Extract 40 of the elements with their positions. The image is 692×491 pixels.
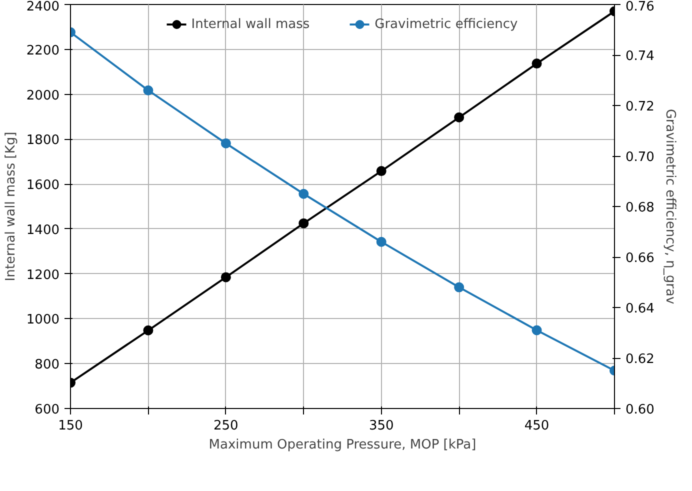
y2-tick-label: 0.66 [626, 251, 654, 266]
point [454, 282, 464, 292]
point [298, 188, 309, 199]
y2-tick-label: 0.68 [626, 200, 654, 216]
y2-tick-label: 0.64 [626, 302, 654, 316]
y-tick-label: 1000 [26, 312, 60, 328]
y-tick-label: 600 [34, 402, 60, 418]
y-tick-label: 1600 [26, 178, 60, 194]
y2-tick-label: 0.60 [626, 402, 654, 418]
y-tick-label: 1800 [26, 133, 60, 148]
legend-label: Gravimetric efficiency [374, 16, 518, 32]
point [376, 236, 386, 247]
x-tick-label: 450 [524, 418, 550, 434]
y2-axis-title: Gravimetric efficiency, η_grav [662, 108, 678, 304]
point [376, 166, 386, 176]
x-tick-label: 250 [214, 418, 238, 434]
y2-tick-label: 0.62 [626, 352, 654, 367]
y-tick-label: 1400 [26, 222, 60, 238]
y2-tick-label: 0.76 [626, 0, 654, 14]
point [532, 325, 542, 336]
y2-tick-label: 0.74 [626, 49, 654, 64]
y2-tick-label: 0.70 [626, 150, 654, 165]
legend-label: Internal wall mass [191, 16, 310, 32]
point [143, 85, 154, 96]
y2-tick-label: 0.72 [626, 100, 654, 114]
point [298, 218, 309, 228]
point [220, 138, 231, 148]
x-tick-label: 150 [58, 418, 83, 434]
x-axis-title: Maximum Operating Pressure, MOP [kPa] [208, 438, 476, 452]
y-tick-label: 2200 [26, 43, 60, 58]
y-tick-label: 1200 [26, 268, 60, 283]
point [220, 272, 231, 282]
point [143, 325, 154, 336]
y-axis-title: Internal wall mass [Kg] [3, 132, 18, 282]
x-tick-label: 350 [368, 418, 394, 434]
point [532, 58, 542, 69]
y-tick-label: 800 [34, 358, 60, 373]
point [454, 112, 464, 122]
y-tick-label: 2000 [26, 88, 60, 104]
y-tick-label: 2400 [26, 0, 60, 14]
